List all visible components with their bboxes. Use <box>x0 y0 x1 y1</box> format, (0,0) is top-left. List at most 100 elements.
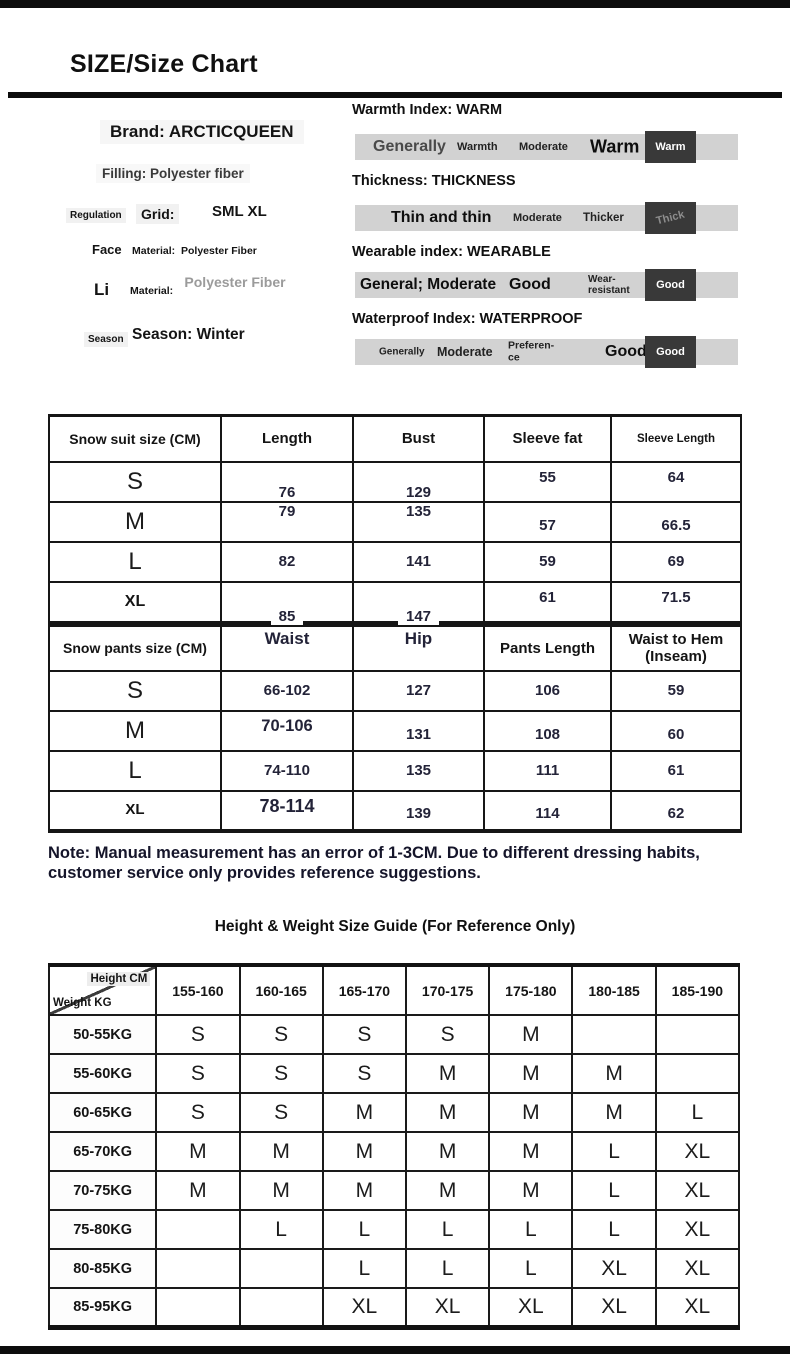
lining-material-label: Material: <box>130 285 174 297</box>
guide-weight-label: 55-60KG <box>47 1053 158 1095</box>
guide-cell: L <box>654 1092 741 1134</box>
guide-row-80-85: 80-85KG L L L XL XL <box>47 1248 741 1290</box>
guide-row-70-75: 70-75KG M M M M M L XL <box>47 1170 741 1212</box>
guide-cell: XL <box>654 1131 741 1173</box>
lining-material-value: Polyester Fiber <box>184 274 286 290</box>
thickness-scale-bar: Thin and thin Moderate Thicker Thick <box>355 202 738 234</box>
grid-label: Grid: <box>136 204 180 224</box>
guide-cell: M <box>238 1170 324 1212</box>
guide-cell: S <box>321 1053 408 1095</box>
wearable-level-3: Wear-resistant <box>588 274 630 296</box>
guide-cell: L <box>238 1209 324 1251</box>
guide-row-75-80: 75-80KG L L L L L XL <box>47 1209 741 1251</box>
suit-m-length: 79 <box>272 502 302 520</box>
pants-s-length: 106 <box>534 681 561 699</box>
pants-header-waist: Waist <box>254 629 320 649</box>
weight-axis-label: Weight KG <box>53 997 112 1010</box>
pants-m-length: 108 <box>534 725 561 743</box>
guide-cell: M <box>404 1053 491 1095</box>
face-material-label: Material: <box>132 245 176 257</box>
pants-size-s: S <box>126 676 143 704</box>
guide-cell: S <box>155 1053 241 1095</box>
guide-cell: XL <box>321 1287 408 1329</box>
pants-m-waist: 70-106 <box>261 717 313 735</box>
guide-row-50-55: 50-55KG S S S S M <box>47 1014 741 1056</box>
guide-cell: L <box>321 1248 408 1290</box>
guide-cell <box>571 1014 657 1056</box>
guide-cell: L <box>488 1209 574 1251</box>
guide-cell: M <box>488 1092 574 1134</box>
guide-weight-label: 75-80KG <box>47 1209 158 1251</box>
pants-size-m: M <box>125 716 145 744</box>
filling-value: Filling: Polyester fiber <box>96 164 250 183</box>
warmth-level-2: Warmth <box>457 141 498 153</box>
suit-size-xl: XL <box>124 592 146 610</box>
suit-l-sleeve-fat: 59 <box>539 552 556 570</box>
guide-cell: S <box>155 1092 241 1134</box>
pants-xl-hip: 139 <box>405 805 432 822</box>
pants-s-hip: 127 <box>405 681 432 699</box>
guide-cell <box>238 1287 324 1329</box>
warmth-index-heading: Warmth Index: WARM <box>352 102 503 118</box>
pants-header-length: Pants Length <box>483 623 612 672</box>
waterproof-level-1: Generally <box>379 346 425 358</box>
guide-weight-label: 85-95KG <box>47 1287 158 1329</box>
guide-axis-cell: Height CM Weight KG <box>47 964 158 1017</box>
waterproof-selected-badge: Good <box>645 336 696 368</box>
pants-size-l: L <box>128 756 142 784</box>
guide-row-60-65: 60-65KG S S M M M M L <box>47 1092 741 1134</box>
suit-xl-sleeve-length: 71.5 <box>661 588 691 606</box>
guide-cell: S <box>238 1092 324 1134</box>
warmth-level-3: Moderate <box>519 141 568 153</box>
suit-header-size: Snow suit size (CM) <box>48 414 222 463</box>
warmth-level-1: Generally <box>373 138 446 155</box>
guide-cell: L <box>488 1248 574 1290</box>
suit-s-sleeve-length: 64 <box>667 468 685 486</box>
grid-value: SML XL <box>212 203 267 220</box>
guide-title: Height & Weight Size Guide (For Referenc… <box>214 918 576 936</box>
suit-header-bust: Bust <box>352 414 485 463</box>
guide-col-165-170: 165-170 <box>321 964 408 1017</box>
guide-cell: XL <box>488 1287 574 1329</box>
pants-row-l: L 74-110 135 111 61 <box>48 749 742 792</box>
thickness-index-heading: Thickness: THICKNESS <box>352 173 516 189</box>
guide-col-185-190: 185-190 <box>654 964 741 1017</box>
guide-cell: XL <box>654 1170 741 1212</box>
top-black-bar <box>0 0 790 8</box>
waterproof-level-3: Preferen-ce <box>508 339 555 363</box>
guide-cell: L <box>571 1170 657 1212</box>
guide-weight-label: 70-75KG <box>47 1170 158 1212</box>
pants-row-s: S 66-102 127 106 59 <box>48 669 742 712</box>
guide-header-row: Height CM Weight KG 155-160 160-165 165-… <box>47 964 741 1017</box>
suit-xl-length: 85 <box>270 607 304 625</box>
page-title: SIZE/Size Chart <box>70 50 258 78</box>
thickness-level-3: Thicker <box>583 212 624 224</box>
suit-xl-bust: 147 <box>397 607 440 625</box>
pants-row-xl: XL 78-114 139 114 62 <box>48 789 742 832</box>
wearable-scale-bar: General; Moderate Good Wear-resistant Go… <box>355 269 738 301</box>
guide-col-180-185: 180-185 <box>571 964 657 1017</box>
guide-cell: M <box>321 1131 408 1173</box>
lining-label: Li <box>94 280 110 299</box>
thickness-selected-badge: Thick <box>645 202 696 234</box>
guide-cell <box>155 1287 241 1329</box>
pants-s-inseam: 59 <box>667 681 685 699</box>
guide-cell: L <box>404 1248 491 1290</box>
guide-col-175-180: 175-180 <box>488 964 574 1017</box>
measurement-note: Note: Manual measurement has an error of… <box>48 843 700 883</box>
thickness-level-2: Moderate <box>513 212 562 224</box>
guide-cell: L <box>571 1209 657 1251</box>
bottom-black-bar <box>0 1346 790 1354</box>
waterproof-level-2: Moderate <box>437 345 493 359</box>
suit-l-sleeve-length: 69 <box>667 552 685 570</box>
suit-header-sleeve-length: Sleeve Length <box>610 414 742 463</box>
guide-row-65-70: 65-70KG M M M M M L XL <box>47 1131 741 1173</box>
guide-cell: XL <box>571 1287 657 1329</box>
guide-cell: L <box>404 1209 491 1251</box>
season-label: Season <box>84 332 128 347</box>
guide-cell: M <box>488 1053 574 1095</box>
pants-header-inseam: Waist to Hem (Inseam) <box>610 623 742 672</box>
waterproof-index-heading: Waterproof Index: WATERPROOF <box>352 311 583 327</box>
guide-cell: S <box>321 1014 408 1056</box>
guide-cell: M <box>571 1092 657 1134</box>
